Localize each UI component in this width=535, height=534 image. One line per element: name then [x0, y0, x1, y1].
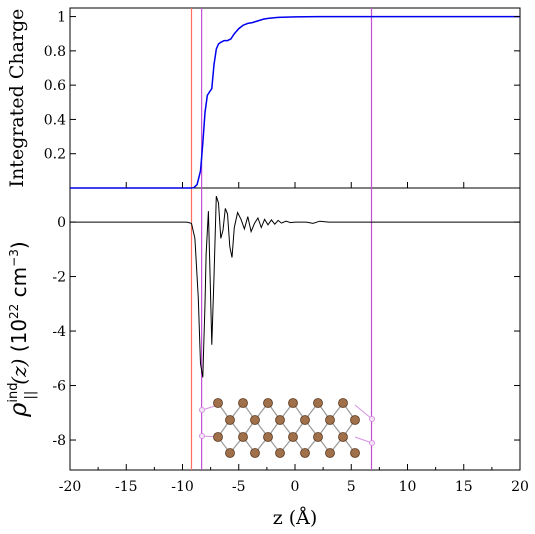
bottom-y-tick-label: -2	[52, 270, 66, 286]
bottom-y-tick-label: -8	[52, 433, 66, 449]
x-tick-label: -5	[232, 479, 246, 495]
x-tick-label: 15	[455, 479, 473, 495]
ylabel-units-mid: cm	[7, 267, 31, 304]
carbon-atom	[350, 415, 360, 425]
induced-density-curve	[70, 196, 520, 378]
ylabel-units-open: (10	[7, 319, 31, 359]
x-axis-label: z (Å)	[273, 507, 318, 529]
carbon-atom	[213, 432, 223, 442]
carbon-atom	[250, 415, 260, 425]
bottom-y-tick-label: -6	[52, 379, 66, 395]
carbon-atom	[238, 398, 248, 408]
top-panel-frame	[69, 7, 521, 189]
h-bond-line	[354, 436, 373, 444]
ylabel-z: (z)	[7, 359, 31, 385]
carbon-atom	[313, 432, 323, 442]
x-tick-label: -10	[171, 479, 194, 495]
molecule-structure-illustration	[199, 398, 375, 458]
carbon-atom	[250, 448, 260, 458]
hydrogen-atom	[369, 416, 375, 422]
x-tick-label: -15	[115, 479, 138, 495]
hydrogen-atom	[369, 440, 375, 446]
top-y-tick-label: 0.8	[44, 44, 66, 60]
carbon-atom	[288, 432, 298, 442]
top-y-tick-label: 0.4	[44, 112, 66, 128]
carbon-atom	[300, 448, 310, 458]
x-tick-label: 5	[347, 479, 356, 495]
carbon-atom	[325, 448, 335, 458]
carbon-atom	[313, 398, 323, 408]
hydrogen-atom	[199, 407, 205, 413]
carbon-atom	[263, 398, 273, 408]
ylabel-sub: ||	[23, 391, 38, 400]
x-tick-label: 0	[291, 479, 300, 495]
carbon-atom	[263, 432, 273, 442]
carbon-atom	[213, 398, 223, 408]
carbon-atom	[350, 448, 360, 458]
bottom-y-tick-label: -4	[52, 324, 66, 340]
carbon-atom	[325, 415, 335, 425]
bottom-panel-frame	[69, 187, 521, 471]
x-tick-label: 20	[511, 479, 529, 495]
hydrogen-atom	[199, 433, 205, 439]
carbon-atom	[238, 432, 248, 442]
ylabel-units-exp: 22	[7, 304, 21, 319]
top-y-tick-label: 0.6	[44, 78, 66, 94]
ylabel-units-close: )	[7, 241, 31, 249]
carbon-atom	[338, 398, 348, 408]
h-bond-line	[354, 404, 373, 420]
carbon-atom	[275, 448, 285, 458]
carbon-atom	[300, 415, 310, 425]
bottom-ylabel: ρind || (z) (1022 cm−3)	[4, 241, 38, 417]
carbon-atom	[225, 448, 235, 458]
ylabel-rho: ρ	[4, 403, 32, 418]
carbon-atom	[288, 398, 298, 408]
top-y-tick-label: 0.2	[44, 147, 66, 163]
x-tick-label: -20	[59, 479, 82, 495]
top-y-tick-label: 1	[57, 10, 66, 26]
carbon-atom	[275, 415, 285, 425]
integrated-charge-curve	[70, 15, 520, 189]
top-ylabel: Integrated Charge	[6, 9, 28, 188]
ylabel-sup: ind	[6, 382, 21, 402]
ylabel-units-exp2: −3	[7, 249, 21, 267]
x-tick-label: 10	[399, 479, 417, 495]
carbon-atom	[225, 415, 235, 425]
carbon-atom	[338, 432, 348, 442]
bottom-y-tick-label: 0	[57, 215, 66, 231]
